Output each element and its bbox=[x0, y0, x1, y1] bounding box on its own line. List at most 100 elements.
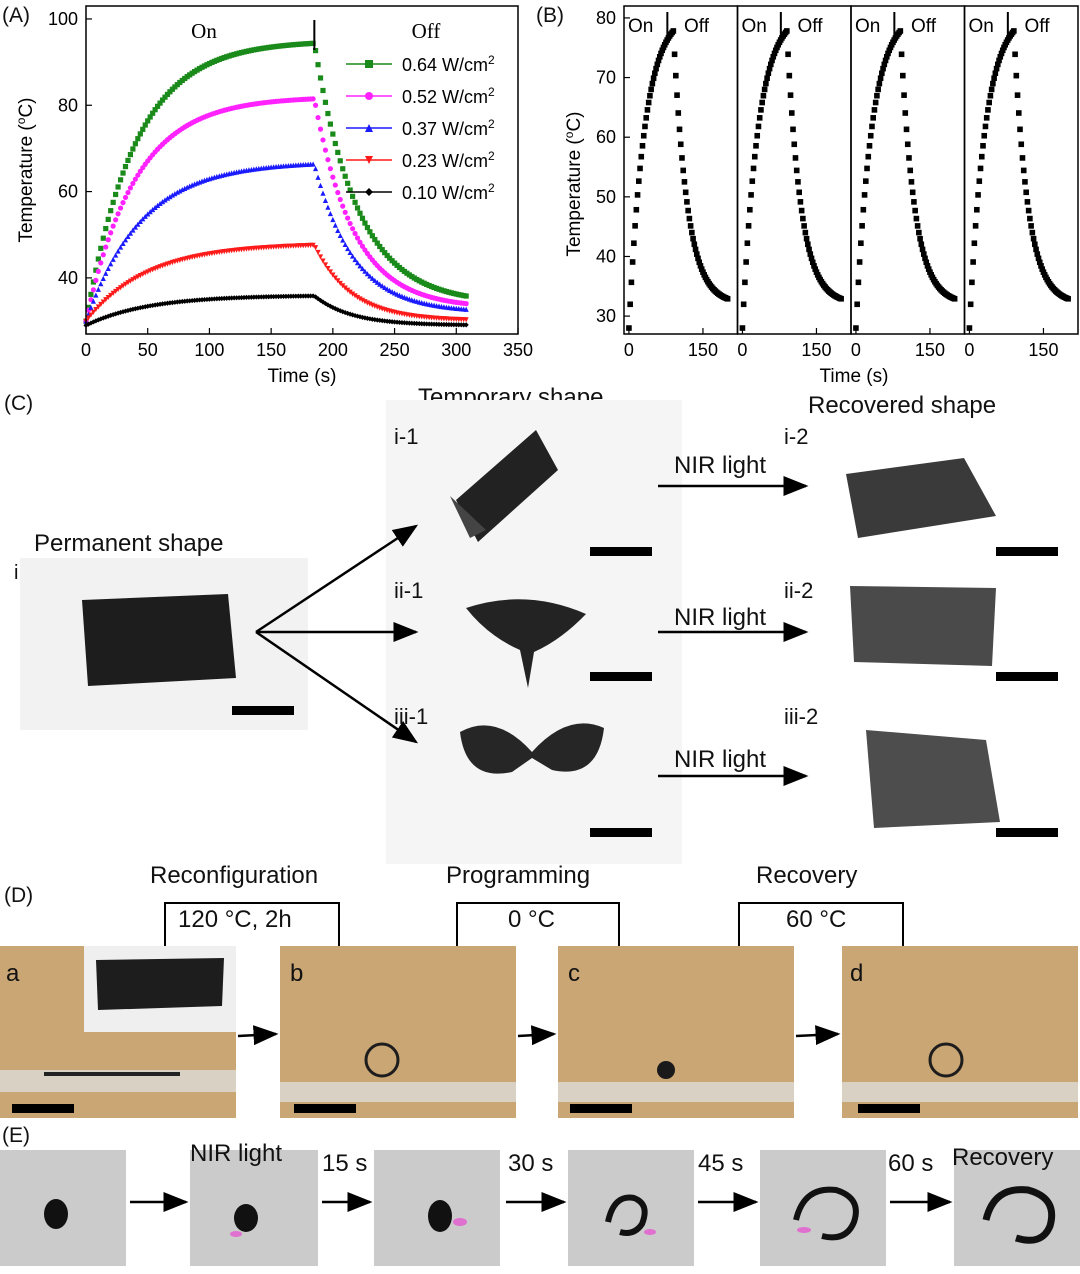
data-point bbox=[110, 290, 116, 296]
data-point bbox=[364, 224, 371, 231]
data-point bbox=[327, 210, 333, 217]
data-point bbox=[670, 28, 677, 34]
data-point bbox=[882, 57, 889, 64]
data-point bbox=[310, 96, 316, 102]
data-point bbox=[342, 173, 348, 179]
data-point bbox=[317, 254, 324, 260]
data-point bbox=[788, 110, 795, 116]
data-point bbox=[919, 246, 926, 253]
data-point bbox=[902, 110, 909, 116]
data-point bbox=[135, 305, 141, 311]
label-c: c bbox=[568, 960, 580, 987]
data-point bbox=[322, 262, 329, 268]
data-point bbox=[322, 197, 329, 203]
step-recovery: Recovery bbox=[756, 862, 858, 889]
data-point bbox=[374, 240, 380, 246]
chart-b-off-label: Off bbox=[798, 16, 824, 37]
data-point bbox=[364, 271, 371, 277]
data-point bbox=[362, 268, 368, 274]
arrow-to-i1 bbox=[255, 524, 419, 634]
label-b: b bbox=[290, 960, 304, 987]
data-point bbox=[795, 179, 801, 185]
data-point bbox=[640, 132, 647, 139]
data-point bbox=[154, 103, 161, 109]
data-point bbox=[115, 248, 121, 254]
bracket-2 bbox=[456, 902, 620, 946]
label-a: a bbox=[6, 960, 20, 987]
chart-b-xlabel: Time (s) bbox=[820, 366, 889, 387]
photo-e-5 bbox=[760, 1150, 886, 1266]
data-point bbox=[137, 131, 143, 137]
data-point bbox=[345, 245, 351, 252]
data-point bbox=[796, 189, 802, 196]
data-point bbox=[105, 237, 111, 243]
chart-b-cycle-frame bbox=[963, 5, 1079, 335]
data-point bbox=[162, 94, 168, 100]
data-point bbox=[93, 267, 99, 273]
data-point bbox=[981, 132, 988, 139]
data-point bbox=[676, 126, 683, 133]
data-point bbox=[999, 47, 1006, 54]
photo-recovered-iii2 bbox=[862, 724, 1006, 832]
data-point bbox=[179, 298, 185, 305]
data-point bbox=[95, 304, 101, 310]
data-point bbox=[747, 206, 753, 213]
data-point bbox=[130, 180, 136, 187]
data-point bbox=[103, 297, 109, 303]
data-point bbox=[648, 86, 654, 93]
data-point bbox=[88, 291, 94, 297]
data-point bbox=[359, 297, 366, 304]
data-point bbox=[1029, 229, 1036, 236]
data-point bbox=[310, 40, 316, 46]
data-point bbox=[786, 72, 793, 79]
data-point bbox=[907, 167, 914, 174]
photo-e-6 bbox=[954, 1150, 1080, 1266]
data-point bbox=[754, 132, 761, 139]
data-point bbox=[859, 223, 865, 229]
data-point bbox=[157, 200, 163, 207]
data-point bbox=[122, 163, 129, 170]
data-point bbox=[1024, 199, 1031, 205]
data-point bbox=[671, 51, 678, 58]
legend-label: 0.52 W/cm2 bbox=[402, 85, 495, 107]
data-point bbox=[108, 230, 114, 236]
data-point bbox=[1022, 179, 1028, 185]
chart-a-ylabel: Temperature (oC) bbox=[14, 97, 37, 242]
data-point bbox=[342, 285, 348, 291]
data-point bbox=[100, 299, 106, 305]
data-point bbox=[90, 298, 97, 304]
data-point bbox=[923, 259, 930, 266]
data-point bbox=[811, 263, 817, 269]
data-point bbox=[869, 123, 875, 130]
nir-label-2: NIR light bbox=[674, 604, 767, 631]
legend-marker bbox=[365, 60, 373, 68]
nir-light-label: NIR light bbox=[190, 1140, 283, 1167]
time-15s: 15 s bbox=[322, 1150, 368, 1177]
data-point bbox=[342, 209, 348, 215]
x-tick-label: 150 bbox=[256, 340, 286, 360]
data-point bbox=[970, 259, 976, 265]
data-point bbox=[159, 199, 166, 205]
data-point bbox=[110, 256, 116, 262]
chart-a-off-label: Off bbox=[412, 19, 441, 43]
data-point bbox=[687, 223, 694, 229]
data-point bbox=[897, 28, 904, 34]
scale-bar bbox=[12, 1104, 74, 1113]
data-point bbox=[335, 189, 341, 196]
bracket-1 bbox=[164, 902, 340, 946]
data-point bbox=[108, 312, 114, 319]
data-point bbox=[682, 189, 689, 196]
data-point bbox=[908, 179, 915, 185]
chart-a-legend: 0.64 W/cm2 0.52 W/cm2 0.37 W/cm2 0.23 W/cm2… bbox=[346, 53, 495, 203]
data-point bbox=[367, 229, 373, 235]
data-point bbox=[340, 309, 346, 315]
data-point bbox=[643, 115, 650, 121]
series-0.23 bbox=[83, 242, 469, 324]
folded-film-ii1 bbox=[466, 599, 586, 688]
x-tick-label: 0 bbox=[81, 340, 91, 360]
data-point bbox=[340, 166, 346, 172]
data-point bbox=[659, 47, 666, 54]
data-point bbox=[337, 232, 343, 239]
x-tick-label: 200 bbox=[318, 340, 348, 360]
data-point bbox=[372, 236, 378, 243]
